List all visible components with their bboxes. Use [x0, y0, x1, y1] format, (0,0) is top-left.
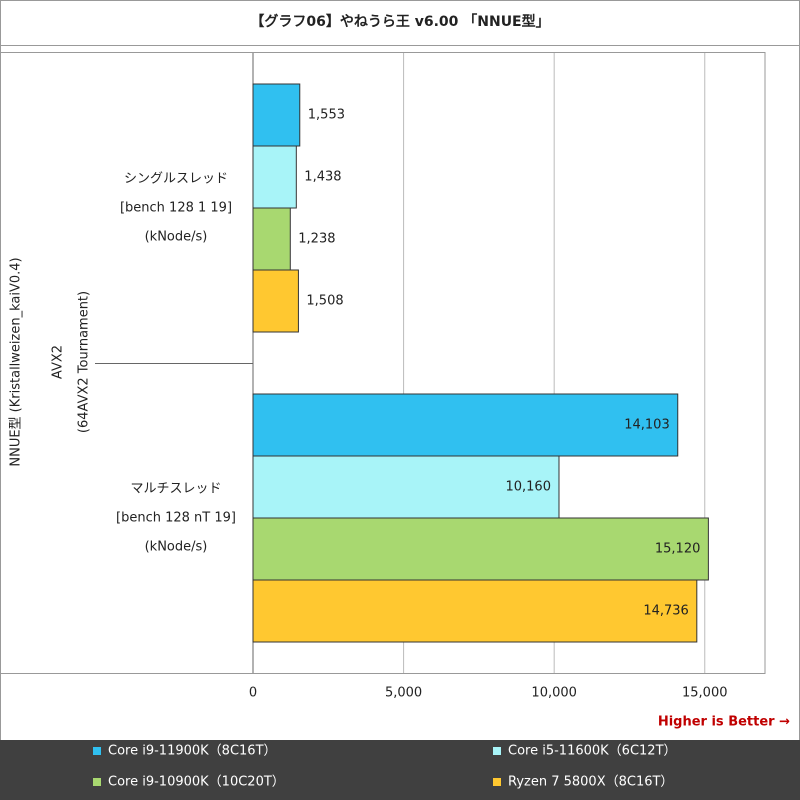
legend-background [0, 740, 800, 800]
category-label: (kNode/s) [145, 230, 208, 245]
annotation: Higher is Better → [658, 715, 790, 730]
category-label: [bench 128 1 19] [120, 201, 232, 216]
plot-frame [0, 52, 766, 674]
value-label: 14,103 [624, 418, 670, 433]
legend-label: Core i9-11900K（8C16T） [108, 744, 277, 759]
chart-title: 【グラフ06】やねうら王 v6.00 「NNUE型」 [250, 13, 549, 30]
x-tick-label: 10,000 [531, 686, 577, 701]
value-label: 1,508 [306, 294, 343, 309]
bar [252, 145, 297, 209]
legend-label: Ryzen 7 5800X（8C16T） [508, 775, 673, 790]
bar [252, 393, 679, 457]
y-axis-label: (64AVX2 Tournament) [77, 291, 92, 433]
legend-swatch [93, 778, 101, 786]
bar [252, 579, 698, 643]
bar [252, 269, 299, 333]
value-label: 1,438 [304, 170, 341, 185]
bar [252, 207, 291, 271]
category-label: シングルスレッド [124, 172, 228, 187]
y-axis-label: NNUE型 (Kristallweizen_kaiV0.4) [9, 257, 24, 466]
value-label: 14,736 [643, 604, 689, 619]
x-tick-label: 15,000 [682, 686, 728, 701]
category-label: [bench 128 nT 19] [116, 511, 236, 526]
bar [252, 83, 301, 147]
y-axis-label: AVX2 [51, 345, 66, 379]
x-tick-label: 5,000 [385, 686, 422, 701]
legend-label: Core i5-11600K（6C12T） [508, 744, 677, 759]
x-tick-label: 0 [249, 686, 257, 701]
value-label: 1,238 [298, 232, 335, 247]
category-label: (kNode/s) [145, 540, 208, 555]
legend-swatch [93, 747, 101, 755]
bar [252, 517, 709, 581]
legend-label: Core i9-10900K（10C20T） [108, 775, 285, 790]
category-label: マルチスレッド [130, 482, 221, 497]
value-label: 10,160 [505, 480, 551, 495]
value-label: 15,120 [655, 542, 701, 557]
legend-swatch [493, 778, 501, 786]
legend-swatch [493, 747, 501, 755]
bar [252, 455, 560, 519]
value-label: 1,553 [308, 108, 345, 123]
